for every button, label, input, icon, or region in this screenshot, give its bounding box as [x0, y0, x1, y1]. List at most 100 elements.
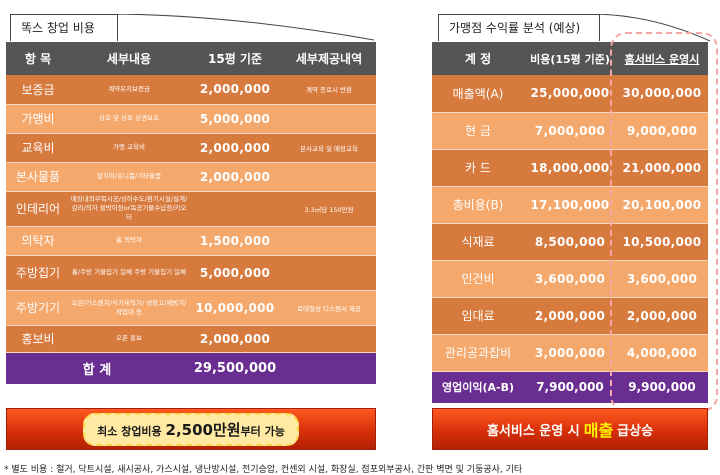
- row-item: 의탁자: [6, 226, 70, 256]
- row-detail: 홀/주방 기물집기 일체 주방 기물집기 일체: [70, 255, 188, 291]
- row-home: 21,000,000: [616, 149, 708, 187]
- row-cost: 2,000,000: [524, 297, 616, 335]
- banner-highlight-text: 2,500만원: [165, 420, 241, 439]
- row-provided: [282, 325, 376, 353]
- table-row: 인테리어 매장내외부목시공/상하수도/환기시설/설계/감리/의자 블박이장or목…: [6, 191, 376, 227]
- row-detail: 매장내외부목시공/상하수도/환기시설/설계/감리/의자 블박이장or목공기물수납…: [70, 191, 188, 227]
- row-amount: [188, 191, 282, 227]
- row-home: 9,000,000: [616, 112, 708, 150]
- header-detail: 세부내용: [70, 42, 188, 75]
- row-provided: 본사교육 및 매장교육: [282, 133, 376, 163]
- row-account: 매출액(A): [432, 75, 524, 113]
- row-detail: 앞치마/유니폼/기타물품: [70, 162, 188, 192]
- table-row: 홍보비 오픈 홍보 2,000,000: [6, 325, 376, 353]
- row-amount: 5,000,000: [188, 104, 282, 134]
- total-label: 영업이익(A-B): [432, 371, 524, 403]
- row-cost: 3,000,000: [524, 334, 616, 372]
- row-home: 20,100,000: [616, 186, 708, 224]
- row-amount: 2,000,000: [188, 75, 282, 105]
- table-row: 교육비 가맹 교육비 2,000,000 본사교육 및 매장교육: [6, 133, 376, 163]
- row-amount: 2,000,000: [188, 162, 282, 192]
- row-account: 카 드: [432, 149, 524, 187]
- row-cost: 18,000,000: [524, 149, 616, 187]
- row-cost: 3,600,000: [524, 260, 616, 298]
- total-home: 9,900,000: [616, 371, 708, 403]
- row-cost: 7,000,000: [524, 112, 616, 150]
- table-row: 현 금 7,000,000 9,000,000: [432, 112, 708, 150]
- row-cost: 17,100,000: [524, 186, 616, 224]
- row-detail: 가맹 교육비: [70, 133, 188, 163]
- table-row: 본사물품 앞치마/유니폼/기타물품 2,000,000: [6, 162, 376, 192]
- row-item: 보증금: [6, 75, 70, 105]
- header-home-service: 홈서비스 운영시: [616, 42, 708, 75]
- row-home: 30,000,000: [616, 75, 708, 113]
- banner-post-text: 부터 가능: [240, 424, 285, 438]
- right-tab-slant: [590, 14, 711, 42]
- row-item: 인테리어: [6, 191, 70, 227]
- row-amount: 2,000,000: [188, 325, 282, 353]
- table-header-row: 계 정 비용(15평 기준) 홈서비스 운영시: [432, 42, 708, 75]
- total-row: 합 계 29,500,000: [6, 352, 376, 384]
- row-item: 주방기기: [6, 290, 70, 326]
- table-row: 주방기기 오븐/가스렌지/식기세척기/ 냉장고/제빙기/작업대 등 10,000…: [6, 290, 376, 326]
- row-cost: 8,500,000: [524, 223, 616, 261]
- table-row: 식재료 8,500,000 10,500,000: [432, 223, 708, 261]
- row-amount: 10,000,000: [188, 290, 282, 326]
- sales-surge-banner: 홈서비스 운영 시 매출 급상승: [432, 408, 708, 450]
- table-header-row: 항 목 세부내용 15평 기준 세부제공내역: [6, 42, 376, 75]
- row-account: 관리공과잡비: [432, 334, 524, 372]
- header-amount: 15평 기준: [188, 42, 282, 75]
- surge-highlight-text: 매출: [583, 421, 614, 440]
- banner-pre-text: 최소 창업비용: [97, 424, 166, 438]
- row-item: 가맹비: [6, 104, 70, 134]
- left-section-title: 똑스 창업 비용: [21, 21, 95, 35]
- table-row: 매출액(A) 25,000,000 30,000,000: [432, 75, 708, 113]
- row-account: 임대료: [432, 297, 524, 335]
- total-row: 영업이익(A-B) 7,900,000 9,900,000: [432, 371, 708, 403]
- row-item: 교육비: [6, 133, 70, 163]
- surge-post-text: 급상승: [617, 423, 654, 439]
- header-account: 계 정: [432, 42, 524, 75]
- row-detail: 계약유지보증금: [70, 75, 188, 105]
- table-row: 주방집기 홀/주방 기물집기 일체 주방 기물집기 일체 5,000,000: [6, 255, 376, 291]
- min-cost-banner: 최소 창업비용 2,500만원부터 가능: [6, 408, 376, 450]
- home-service-highlight: [610, 32, 718, 412]
- table-row: 임대료 2,000,000 2,000,000: [432, 297, 708, 335]
- table-row: 카 드 18,000,000 21,000,000: [432, 149, 708, 187]
- row-item: 본사물품: [6, 162, 70, 192]
- row-amount: 5,000,000: [188, 255, 282, 291]
- startup-cost-table: 항 목 세부내용 15평 기준 세부제공내역 보증금 계약유지보증금 2,000…: [6, 42, 376, 384]
- extra-cost-footnote: * 별도 비용 : 철거, 닥트시설, 새시공사, 가스시설, 냉난방시설, 전…: [4, 465, 523, 475]
- row-account: 현 금: [432, 112, 524, 150]
- table-row: 가맹비 상호 및 상표 상권보호 5,000,000: [6, 104, 376, 134]
- total-empty: [282, 352, 376, 384]
- total-label: 합 계: [6, 352, 188, 384]
- row-home: 2,000,000: [616, 297, 708, 335]
- left-tab-slant: [106, 14, 375, 41]
- row-detail: 오픈 홍보: [70, 325, 188, 353]
- profit-analysis-table: 계 정 비용(15평 기준) 홈서비스 운영시 매출액(A) 25,000,00…: [432, 42, 708, 403]
- row-detail: 상호 및 상표 상권보호: [70, 104, 188, 134]
- row-amount: 2,000,000: [188, 133, 282, 163]
- table-row: 의탁자 홀 의탁자 1,500,000: [6, 226, 376, 256]
- row-amount: 1,500,000: [188, 226, 282, 256]
- row-provided: [282, 162, 376, 192]
- row-provided: [282, 226, 376, 256]
- row-home: 3,600,000: [616, 260, 708, 298]
- row-detail: 오븐/가스렌지/식기세척기/ 냉장고/제빙기/작업대 등: [70, 290, 188, 326]
- row-account: 식재료: [432, 223, 524, 261]
- row-provided: [282, 255, 376, 291]
- row-provided: [282, 104, 376, 134]
- row-provided: 3.3㎡당 150만원: [282, 191, 376, 227]
- surge-pre-text: 홈서비스 운영 시: [486, 423, 580, 439]
- row-item: 홍보비: [6, 325, 70, 353]
- row-account: 총비용(B): [432, 186, 524, 224]
- total-cost: 7,900,000: [524, 371, 616, 403]
- header-item: 항 목: [6, 42, 70, 75]
- table-row: 보증금 계약유지보증금 2,000,000 계약 종료시 반환: [6, 75, 376, 105]
- left-section-tab: 똑스 창업 비용: [10, 14, 118, 41]
- table-row: 관리공과잡비 3,000,000 4,000,000: [432, 334, 708, 372]
- min-cost-banner-inner: 최소 창업비용 2,500만원부터 가능: [83, 412, 299, 446]
- table-row: 총비용(B) 17,100,000 20,100,000: [432, 186, 708, 224]
- header-cost: 비용(15평 기준): [524, 42, 616, 75]
